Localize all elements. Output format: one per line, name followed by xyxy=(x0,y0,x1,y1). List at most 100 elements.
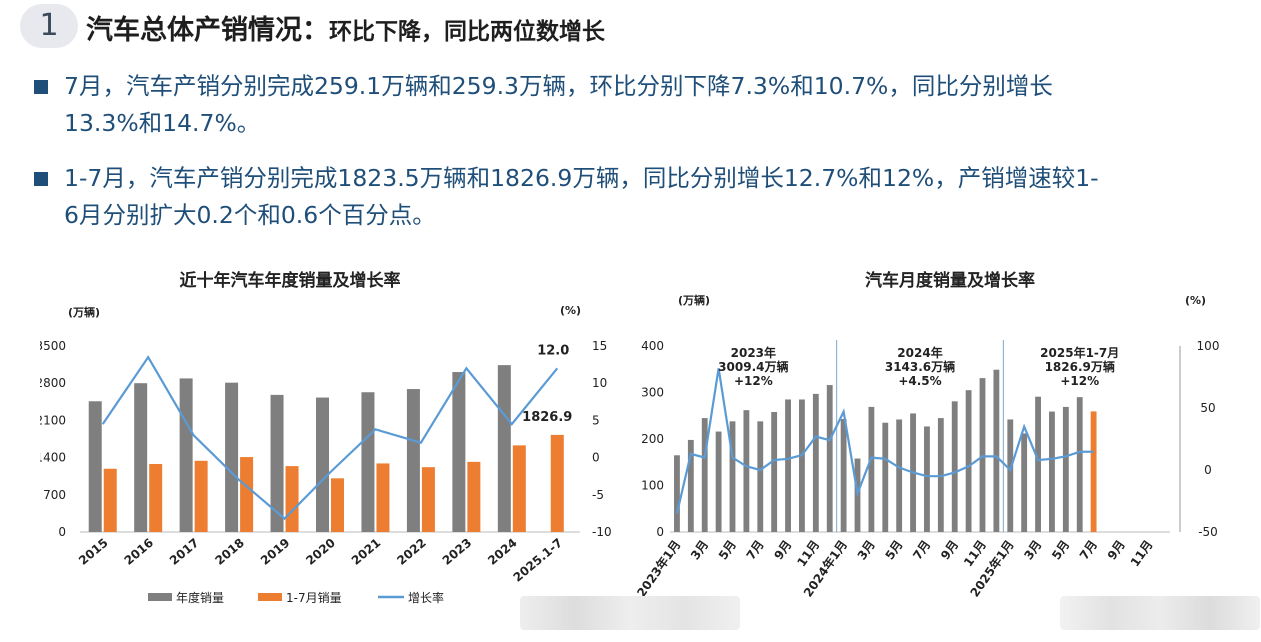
x-tick-label: 3月 xyxy=(1021,538,1044,563)
y2-tick-label: 50 xyxy=(1200,401,1215,415)
bar-monthly-sales xyxy=(687,439,694,532)
monthly-growth-line xyxy=(675,368,1094,514)
chart-title: 汽车月度销量及增长率 xyxy=(865,270,1035,291)
bullet-square-icon xyxy=(34,172,48,186)
bar-monthly-sales xyxy=(924,426,930,532)
y2-tick-label: -50 xyxy=(1198,525,1218,539)
y-tick-label: 3500 xyxy=(40,339,66,353)
x-tick-label: 2022 xyxy=(394,536,429,568)
x-tick-label: 5月 xyxy=(882,538,905,563)
bar-monthly-sales xyxy=(882,422,889,532)
bar-jan-jul-sales xyxy=(331,478,344,532)
y2-tick-label: 5 xyxy=(592,413,600,427)
bar-jan-jul-sales xyxy=(467,461,481,532)
bar-annual-sales xyxy=(361,392,375,532)
x-tick-label: 9月 xyxy=(771,538,794,563)
x-tick-label: 2021 xyxy=(349,536,384,568)
bar-monthly-sales xyxy=(840,419,847,532)
bar-monthly-sales xyxy=(937,418,944,532)
bullet-text: 1-7月，汽车产销分别完成1823.5万辆和1826.9万辆，同比分别增长12.… xyxy=(64,160,1234,234)
bullet-line: 7月，汽车产销分别完成259.1万辆和259.3万辆，环比分别下降7.3%和10… xyxy=(64,72,1053,100)
section-number: 1 xyxy=(39,8,59,43)
x-tick-label: 5月 xyxy=(1049,538,1072,563)
chart-title: 近十年汽车年度销量及增长率 xyxy=(180,270,401,291)
y2-tick-label: 100 xyxy=(1197,339,1220,353)
bar-monthly-sales xyxy=(757,421,764,532)
y-axis-unit-label: (万辆) xyxy=(678,293,710,307)
bullet-text: 7月，汽车产销分别完成259.1万辆和259.3万辆，环比分别下降7.3%和10… xyxy=(64,68,1234,142)
bar-annual-sales xyxy=(225,382,239,532)
x-tick-label: 7月 xyxy=(744,538,767,563)
bar-jan-jul-sales xyxy=(149,463,163,532)
bar-monthly-sales xyxy=(771,412,778,532)
legend-swatch-jan-jul xyxy=(258,593,282,601)
section-title-sub: 环比下降，同比两位数增长 xyxy=(329,19,605,45)
y-tick-label: 400 xyxy=(641,339,664,353)
x-tick-label: 9月 xyxy=(938,538,961,563)
y-tick-label: 0 xyxy=(58,525,66,539)
bar-annual-sales xyxy=(134,383,148,532)
watermark-blur xyxy=(520,596,740,630)
x-tick-label: 7月 xyxy=(1077,538,1100,563)
y2-tick-label: 0 xyxy=(592,451,600,465)
bullet-line: 1-7月，汽车产销分别完成1823.5万辆和1826.9万辆，同比分别增长12.… xyxy=(64,164,1099,192)
section-title-main: 汽车总体产销情况： xyxy=(86,15,329,46)
bar-monthly-sales xyxy=(1076,397,1083,532)
y2-tick-label: 10 xyxy=(592,376,607,390)
x-tick-label: 5月 xyxy=(716,538,739,563)
bar-monthly-sales xyxy=(799,399,805,532)
y-tick-label: 0 xyxy=(656,525,664,539)
section-title: 汽车总体产销情况：环比下降，同比两位数增长 xyxy=(86,8,605,47)
x-tick-label: 9月 xyxy=(1105,538,1128,563)
legend-swatch-annual xyxy=(148,593,172,601)
bar-monthly-sales xyxy=(896,419,903,532)
y2-tick-label: -10 xyxy=(592,525,612,539)
bar-annual-sales xyxy=(452,372,466,532)
x-tick-label: 2023 xyxy=(440,536,475,568)
period-annotation: +4.5% xyxy=(898,374,941,388)
period-annotation: 2023年 xyxy=(731,345,776,360)
period-annotation: 1826.9万辆 xyxy=(1045,359,1115,374)
y2-axis-unit-label: (%) xyxy=(560,304,581,317)
period-annotation: +12% xyxy=(1060,374,1099,388)
y-tick-label: 300 xyxy=(641,386,664,400)
bullet-line: 6月分别扩大0.2个和0.6个百分点。 xyxy=(64,201,436,229)
y-tick-label: 100 xyxy=(641,479,664,493)
bar-monthly-sales xyxy=(951,401,958,532)
bar-monthly-sales xyxy=(812,393,819,532)
bar-annual-sales xyxy=(270,394,284,532)
x-tick-label: 2025.1-7 xyxy=(511,536,566,585)
bar-monthly-sales xyxy=(715,431,722,532)
x-tick-label: 11月 xyxy=(961,538,989,570)
bar-monthly-sales xyxy=(1062,406,1069,532)
y2-tick-label: 0 xyxy=(1204,463,1212,477)
x-tick-label: 2019 xyxy=(258,536,293,568)
bar-monthly-sales xyxy=(826,385,833,532)
section-number-badge: 1 xyxy=(20,4,78,48)
x-tick-label: 2018 xyxy=(212,536,247,568)
x-tick-label: 2016 xyxy=(122,536,157,568)
x-tick-label: 2020 xyxy=(303,536,338,568)
y-axis-unit-label: (万辆) xyxy=(68,305,100,319)
bar-monthly-sales xyxy=(979,378,986,532)
y-tick-label: 200 xyxy=(641,432,664,446)
period-annotation: 3009.4万辆 xyxy=(718,359,788,374)
growth-rate-line xyxy=(101,355,559,521)
data-label-growth: 12.0 xyxy=(537,343,569,358)
x-tick-label: 2015 xyxy=(76,536,111,568)
bar-annual-sales xyxy=(88,401,102,532)
bar-jan-jul-sales xyxy=(376,463,390,532)
bar-monthly-sales xyxy=(701,418,708,532)
bar-monthly-sales xyxy=(743,410,750,532)
bar-monthly-sales xyxy=(1049,411,1055,532)
x-tick-label: 3月 xyxy=(688,538,711,563)
bullet-jan-jul: 1-7月，汽车产销分别完成1823.5万辆和1826.9万辆，同比分别增长12.… xyxy=(34,160,1234,240)
period-annotation: +12% xyxy=(734,374,773,388)
bar-monthly-sales xyxy=(674,455,680,532)
x-tick-label: 7月 xyxy=(910,538,933,563)
period-annotation: 3143.6万辆 xyxy=(885,359,955,374)
legend-label: 1-7月销量 xyxy=(286,591,342,605)
x-tick-label: 2024 xyxy=(485,536,520,568)
bar-monthly-sales xyxy=(1021,433,1028,532)
bullet-july: 7月，汽车产销分别完成259.1万辆和259.3万辆，环比分别下降7.3%和10… xyxy=(34,68,1234,148)
